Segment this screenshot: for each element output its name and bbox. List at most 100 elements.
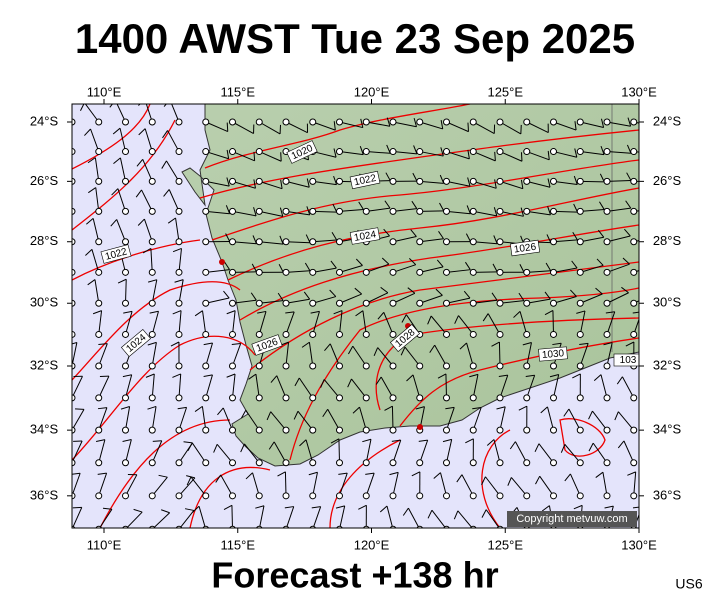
station bbox=[283, 526, 289, 532]
station bbox=[203, 460, 209, 466]
contour-label-text: 1030 bbox=[541, 348, 565, 361]
station bbox=[390, 239, 396, 245]
station bbox=[390, 208, 396, 214]
station bbox=[149, 149, 155, 155]
barb-shaft bbox=[56, 104, 72, 122]
station bbox=[363, 300, 369, 306]
station bbox=[337, 526, 343, 532]
station bbox=[123, 119, 129, 125]
station bbox=[256, 331, 262, 337]
station bbox=[604, 526, 610, 532]
station bbox=[444, 300, 450, 306]
station bbox=[390, 119, 396, 125]
station bbox=[363, 149, 369, 155]
station bbox=[230, 208, 236, 214]
lat-label: 32°S bbox=[653, 357, 682, 372]
station bbox=[123, 460, 129, 466]
station bbox=[551, 178, 557, 184]
station bbox=[470, 363, 476, 369]
station bbox=[283, 363, 289, 369]
station bbox=[524, 395, 530, 401]
station bbox=[283, 269, 289, 275]
station bbox=[577, 395, 583, 401]
station bbox=[497, 300, 503, 306]
barb-shaft bbox=[339, 439, 340, 463]
station bbox=[444, 526, 450, 532]
station bbox=[149, 178, 155, 184]
station bbox=[444, 395, 450, 401]
station bbox=[497, 208, 503, 214]
station bbox=[497, 363, 503, 369]
forecast-label: Forecast +138 hr bbox=[211, 555, 498, 596]
station bbox=[604, 395, 610, 401]
station bbox=[203, 239, 209, 245]
station bbox=[230, 119, 236, 125]
station bbox=[203, 149, 209, 155]
station bbox=[96, 208, 102, 214]
station bbox=[551, 331, 557, 337]
station bbox=[577, 363, 583, 369]
city-marker bbox=[417, 424, 423, 430]
station bbox=[417, 300, 423, 306]
station bbox=[230, 363, 236, 369]
station bbox=[176, 331, 182, 337]
copyright: Copyright metvuw.com bbox=[516, 513, 627, 525]
station bbox=[149, 427, 155, 433]
station bbox=[310, 331, 316, 337]
station bbox=[631, 239, 637, 245]
lon-label: 110°E bbox=[87, 537, 122, 552]
station bbox=[604, 493, 610, 499]
station bbox=[337, 149, 343, 155]
station bbox=[444, 363, 450, 369]
station bbox=[149, 460, 155, 466]
station bbox=[577, 239, 583, 245]
station bbox=[390, 427, 396, 433]
station bbox=[310, 493, 316, 499]
station bbox=[310, 269, 316, 275]
station bbox=[256, 239, 262, 245]
barb-shaft bbox=[59, 131, 72, 151]
station bbox=[390, 526, 396, 532]
station bbox=[524, 526, 530, 532]
station bbox=[363, 395, 369, 401]
lon-label: 115°E bbox=[220, 537, 255, 552]
station bbox=[363, 526, 369, 532]
lon-label: 120°E bbox=[354, 537, 390, 552]
station bbox=[470, 300, 476, 306]
station bbox=[497, 526, 503, 532]
barb-shaft bbox=[553, 310, 554, 334]
station bbox=[363, 331, 369, 337]
station bbox=[444, 239, 450, 245]
station bbox=[497, 331, 503, 337]
station bbox=[444, 178, 450, 184]
station bbox=[390, 363, 396, 369]
station bbox=[176, 239, 182, 245]
barb-shaft bbox=[285, 472, 286, 496]
station bbox=[123, 149, 129, 155]
station bbox=[149, 300, 155, 306]
station bbox=[123, 526, 129, 532]
station bbox=[96, 178, 102, 184]
station bbox=[604, 239, 610, 245]
barb-feather bbox=[495, 152, 496, 161]
station bbox=[390, 493, 396, 499]
station bbox=[417, 269, 423, 275]
contour-label: 1030 bbox=[539, 347, 568, 362]
station bbox=[604, 119, 610, 125]
barb-shaft bbox=[66, 158, 72, 181]
station bbox=[230, 178, 236, 184]
station bbox=[149, 208, 155, 214]
station bbox=[604, 363, 610, 369]
station bbox=[310, 178, 316, 184]
station bbox=[283, 460, 289, 466]
station bbox=[497, 119, 503, 125]
station bbox=[363, 208, 369, 214]
station bbox=[390, 300, 396, 306]
station bbox=[497, 149, 503, 155]
station bbox=[123, 300, 129, 306]
station bbox=[470, 427, 476, 433]
station bbox=[577, 331, 583, 337]
station bbox=[230, 395, 236, 401]
lat-label: 36°S bbox=[653, 487, 682, 502]
station bbox=[604, 269, 610, 275]
